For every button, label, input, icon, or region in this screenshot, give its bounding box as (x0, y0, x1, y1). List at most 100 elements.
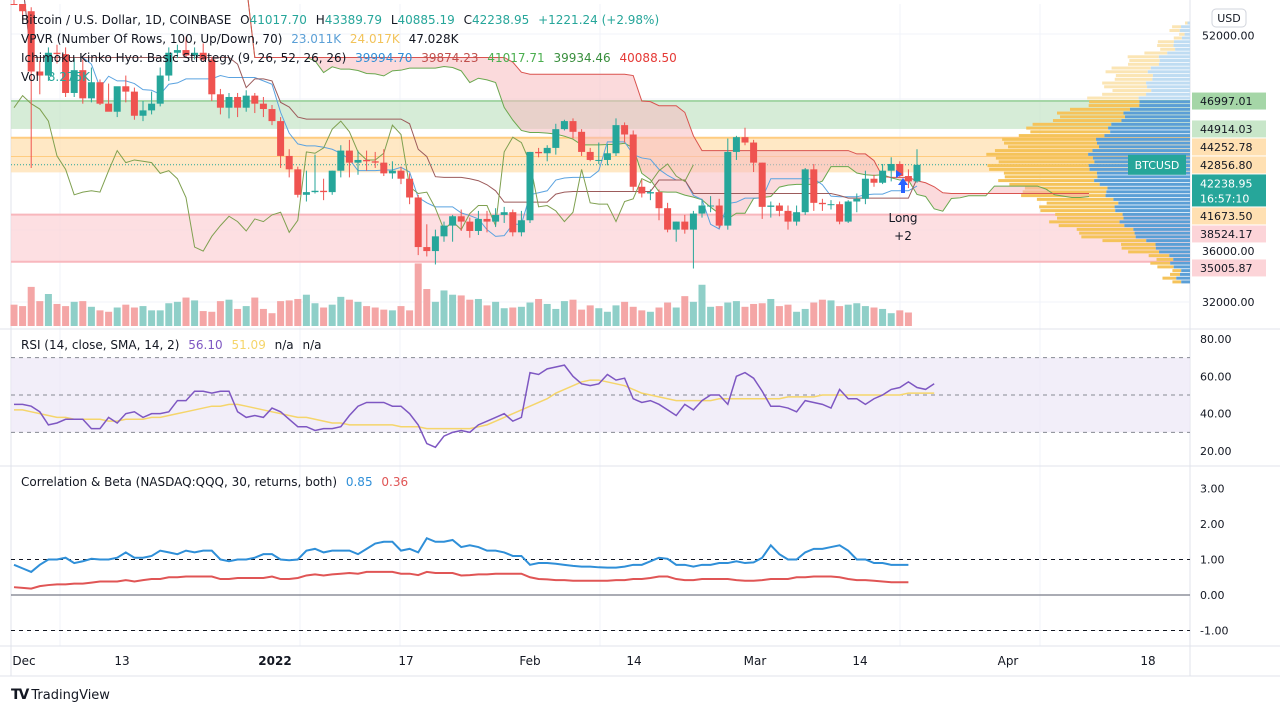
rsi-legend[interactable]: RSI (14, close, SMA, 14, 2) 56.10 51.09 … (21, 336, 327, 354)
vpvr-up-bar (1176, 276, 1190, 280)
candle-body (724, 151, 732, 226)
candle-body (466, 221, 474, 231)
ichimoku-lagging-span (13, 94, 694, 252)
tradingview-mark-icon: TV (11, 687, 29, 703)
candle-body (793, 212, 801, 222)
vpvr-down-bar (1185, 21, 1188, 25)
candle-body (234, 96, 242, 108)
candle-body (543, 147, 551, 154)
candle-body (629, 134, 637, 187)
candle-body (414, 197, 422, 248)
vpvr-up-bar (1181, 269, 1190, 273)
volume-bar (44, 294, 52, 326)
candle-body (268, 109, 276, 122)
vpvr-down-bar (1004, 175, 1098, 179)
ichimoku-lead1: 39934.46 (553, 51, 611, 65)
volume-bar (758, 303, 766, 326)
volume-bar (483, 305, 491, 326)
volume-bar (242, 306, 250, 326)
volume-bar (216, 301, 224, 326)
vpvr-up-bar (1088, 152, 1190, 156)
price-level-label: 35005.87 (1200, 262, 1253, 275)
candle-body (113, 86, 121, 112)
tradingview-logo[interactable]: TV TradingView (11, 687, 110, 703)
vpvr-up-bar (1096, 137, 1190, 141)
time-tick: Apr (998, 654, 1019, 668)
ichimoku-leading-span-b (247, 0, 1089, 194)
candle-body (818, 202, 826, 205)
vpvr-down-bar (1076, 227, 1134, 231)
zone-red (11, 214, 1190, 262)
rsi-value: 56.10 (188, 338, 223, 352)
correlation-pane (11, 536, 1190, 631)
candle-body (423, 247, 431, 252)
volume-bar (818, 299, 826, 326)
time-tick: Mar (744, 654, 767, 668)
volume-bar (896, 310, 904, 326)
vpvr-up-bar (1169, 254, 1190, 258)
vpvr-down-bar (1102, 81, 1147, 85)
correlation-value: 0.85 (345, 475, 373, 489)
candle-body (526, 151, 534, 221)
price-level-badge (1192, 120, 1266, 138)
correlation-tick: -1.00 (1200, 625, 1228, 638)
candle-body (801, 169, 809, 213)
price-tick: 32000.00 (1202, 296, 1255, 309)
volume-bar (440, 290, 448, 326)
vpvr-down-bar (1032, 122, 1112, 126)
vpvr-up-bar (1173, 257, 1190, 261)
volume-bar (836, 306, 844, 326)
vpvr-legend[interactable]: VPVR (Number Of Rows, 100, Up/Down, 70) … (21, 30, 463, 48)
candle-body (27, 11, 35, 72)
close-label: C (463, 13, 472, 27)
time-tick: 14 (626, 654, 641, 668)
candle-body (904, 176, 912, 182)
volume-bar (698, 284, 706, 326)
candle-body (689, 213, 697, 230)
ichimoku-base: 39874.23 (421, 51, 479, 65)
candle-body (53, 52, 61, 55)
vpvr-down-bar (1081, 235, 1136, 239)
volume-legend[interactable]: Vol 8.275K (21, 68, 95, 86)
vpvr-down-bar (1172, 280, 1182, 284)
vpvr-down-bar (994, 149, 1093, 153)
volume-bar (853, 303, 861, 326)
candle-body (10, 4, 18, 5)
volume-bar (423, 289, 431, 326)
volume-bar (259, 308, 267, 326)
vpvr-up-bar (1151, 89, 1190, 93)
volume-bar (122, 304, 130, 326)
candle-body (707, 205, 715, 207)
candle-body (79, 70, 87, 99)
rsi-pane (11, 357, 1190, 449)
vpvr-down-bar (1115, 74, 1153, 78)
correlation-legend[interactable]: Correlation & Beta (NASDAQ:QQQ, 30, retu… (21, 473, 413, 491)
volume-bar (302, 294, 310, 326)
volume-bar (578, 309, 586, 326)
vpvr-up-bar (1146, 81, 1190, 85)
vpvr-down-bar (1026, 126, 1109, 130)
vpvr-down-bar (1179, 32, 1185, 36)
symbol-legend[interactable]: Bitcoin / U.S. Dollar, 1D, COINBASE O410… (21, 11, 664, 29)
vpvr-up-bar (1179, 29, 1190, 33)
volume-bar (655, 307, 663, 326)
vpvr-down-bar (1004, 141, 1098, 145)
ichimoku-legend[interactable]: Ichimoku Kinko Hyo: Basic Strategy (9, 2… (21, 49, 682, 67)
beta-line (13, 570, 909, 590)
candle-body (767, 205, 775, 207)
vpvr-down-bar (1104, 85, 1148, 89)
vpvr-down-bar (1157, 40, 1174, 44)
vpvr-down-bar (998, 160, 1095, 164)
volume-bar (130, 307, 138, 326)
vpvr-up-bar (1158, 55, 1190, 59)
vpvr-down-bar (1008, 145, 1100, 149)
vpvr-up-bar (1129, 107, 1190, 111)
vpvr-down-bar (1169, 29, 1180, 33)
candle-body (603, 153, 611, 160)
vpvr-down-bar (1036, 197, 1114, 201)
close-value: 42238.95 (472, 13, 530, 27)
candle-body (586, 151, 594, 160)
ichimoku-conversion: 39994.70 (355, 51, 413, 65)
currency-button (1211, 8, 1247, 28)
